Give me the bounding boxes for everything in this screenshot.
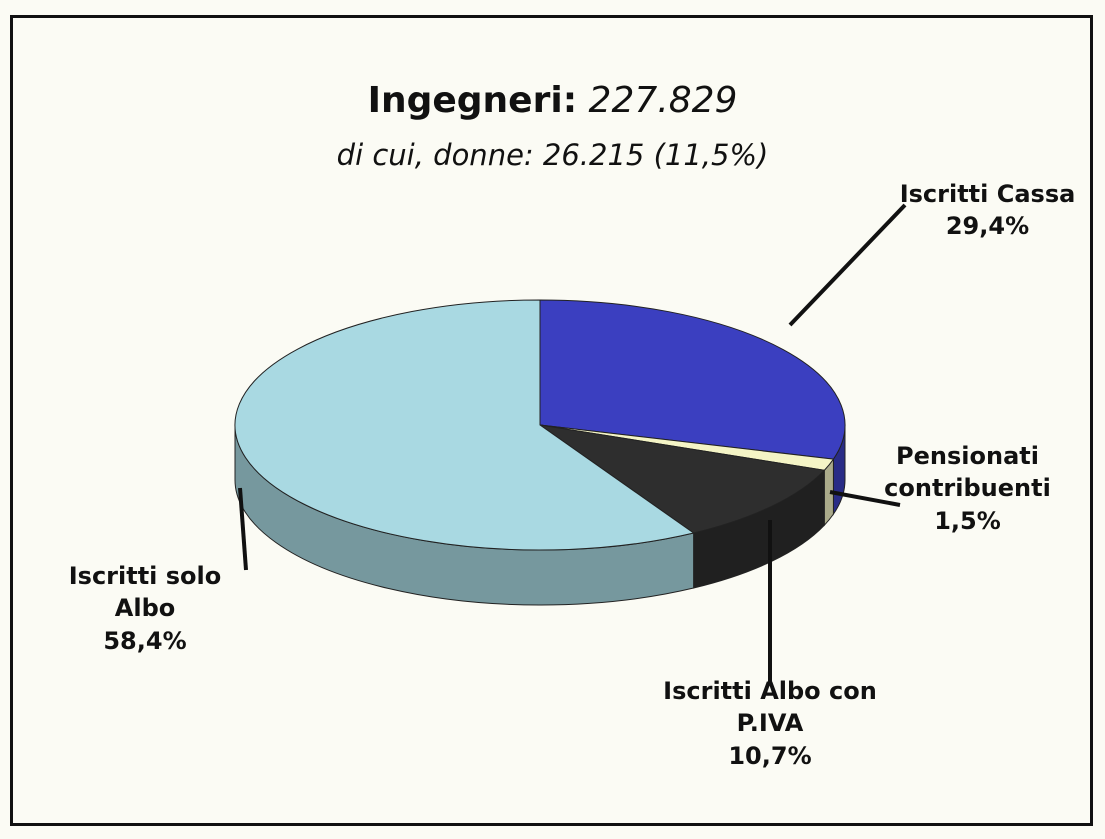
category-label: Iscritti solo Albo bbox=[68, 562, 222, 623]
category-label: Pensionati contribuenti bbox=[884, 442, 1051, 503]
slice bbox=[539, 299, 846, 460]
leader-line bbox=[788, 203, 907, 327]
data-label: Pensionati contribuenti 1,5% bbox=[880, 440, 1055, 537]
leader-line bbox=[829, 490, 901, 507]
value-label: 10,7% bbox=[728, 741, 812, 770]
data-label: Iscritti Albo con P.IVA 10,7% bbox=[655, 675, 885, 772]
slice bbox=[234, 299, 695, 551]
value-label: 58,4% bbox=[103, 626, 187, 655]
data-label: Iscritti solo Albo 58,4% bbox=[40, 560, 250, 657]
value-label: 1,5% bbox=[934, 506, 1001, 535]
chart-frame bbox=[10, 15, 1093, 826]
category-label: Iscritti Albo con P.IVA bbox=[663, 677, 877, 738]
data-label: Iscritti Cassa 29,4% bbox=[880, 178, 1095, 243]
chart-title: Ingegneri: bbox=[367, 80, 578, 121]
slice bbox=[539, 424, 826, 534]
category-label: Iscritti Cassa bbox=[899, 180, 1076, 208]
leader-line bbox=[238, 487, 248, 571]
title: Ingegneri: 227.829 bbox=[0, 80, 1105, 121]
value-label: 29,4% bbox=[945, 212, 1030, 241]
chart-subtitle: di cui, donne: 26.215 (11,5%) bbox=[336, 138, 769, 172]
title-value: 227.829 bbox=[588, 80, 738, 121]
